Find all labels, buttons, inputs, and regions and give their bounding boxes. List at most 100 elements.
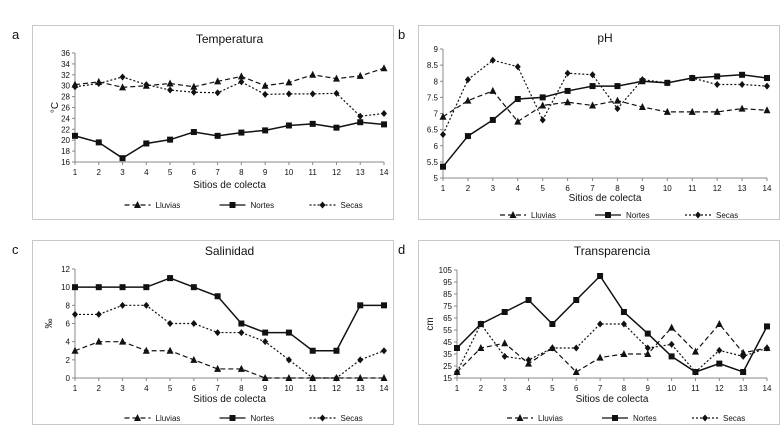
x-tick-label: 3 bbox=[120, 384, 125, 393]
data-point bbox=[356, 374, 364, 381]
data-point bbox=[644, 344, 651, 352]
data-point bbox=[261, 374, 269, 381]
data-point bbox=[190, 320, 197, 327]
data-point bbox=[477, 344, 485, 351]
series-lluvias bbox=[453, 320, 771, 375]
y-tick-label: 18 bbox=[61, 147, 70, 156]
data-point bbox=[262, 90, 269, 98]
data-point bbox=[214, 77, 222, 85]
data-point bbox=[614, 83, 621, 90]
data-point bbox=[95, 139, 102, 146]
y-tick-label: 30 bbox=[61, 82, 70, 91]
y-axis-label: °C bbox=[50, 102, 61, 113]
series-line bbox=[75, 304, 385, 379]
data-point bbox=[190, 284, 197, 291]
y-tick-label: 6.5 bbox=[427, 126, 439, 135]
data-point bbox=[740, 369, 747, 375]
x-tick-label: 12 bbox=[713, 184, 722, 193]
y-tick-label: 6 bbox=[66, 320, 71, 329]
y-tick-label: 85 bbox=[443, 290, 452, 299]
panel-ph: b pH 5 5.5 6 6.5 7 7.5 8 8.5 9 1 2 3 4 5 6 7 8 9 10 11 12 13 14… bbox=[398, 25, 780, 220]
data-point bbox=[309, 347, 316, 354]
x-tick-label: 3 bbox=[491, 184, 496, 193]
data-point bbox=[214, 329, 221, 337]
legend-marker bbox=[229, 415, 236, 421]
panel-temperatura: a Temperatura 16 18 20 22 24 26 28 30 32 34 36 1 2 3 4 5… bbox=[12, 25, 394, 220]
data-point bbox=[668, 340, 675, 348]
data-point bbox=[143, 81, 150, 89]
series-nortes bbox=[72, 119, 387, 162]
series-line bbox=[74, 76, 385, 117]
legend-label: Nortes bbox=[626, 211, 650, 220]
data-point bbox=[549, 344, 556, 352]
x-tick-label: 1 bbox=[73, 168, 78, 177]
data-point bbox=[489, 86, 497, 94]
data-point bbox=[464, 96, 472, 104]
x-tick-label: 11 bbox=[688, 184, 697, 193]
y-tick-label: 8 bbox=[66, 301, 71, 310]
data-point bbox=[454, 368, 460, 376]
data-point bbox=[381, 121, 387, 128]
panel-salinidad: c Salinidad 0 2 4 6 8 10 12 1 2 3 4 5 6 7 8 9 10 11 12 13 14 S… bbox=[12, 240, 394, 425]
x-tick-label: 1 bbox=[455, 384, 460, 393]
data-point bbox=[714, 80, 721, 88]
x-tick-label: 9 bbox=[263, 168, 268, 177]
data-point bbox=[739, 80, 746, 88]
data-point bbox=[514, 63, 521, 71]
y-tick-label: 95 bbox=[443, 278, 452, 287]
x-tick-label: 1 bbox=[441, 184, 446, 193]
y-tick-label: 7.5 bbox=[427, 93, 439, 102]
y-tick-label: 35 bbox=[443, 350, 452, 359]
legend: Lluvias Nortes Secas bbox=[500, 211, 738, 220]
data-point bbox=[489, 116, 496, 123]
legend-marker bbox=[134, 201, 141, 208]
legend-marker bbox=[605, 212, 611, 218]
y-tick-label: 22 bbox=[61, 125, 70, 134]
data-point bbox=[764, 82, 770, 90]
x-tick-label: 5 bbox=[168, 168, 173, 177]
x-tick-label: 7 bbox=[590, 184, 595, 193]
data-point bbox=[764, 344, 770, 352]
y-tick-label: 36 bbox=[61, 49, 70, 58]
data-point bbox=[357, 112, 364, 120]
x-tick-label: 14 bbox=[763, 184, 772, 193]
legend: Lluvias Nortes Secas bbox=[124, 201, 363, 210]
x-tick-label: 6 bbox=[192, 168, 197, 177]
chart-title: Temperatura bbox=[196, 32, 264, 46]
data-point bbox=[589, 71, 596, 79]
data-point bbox=[714, 73, 721, 80]
data-point bbox=[668, 323, 676, 331]
x-tick-label: 13 bbox=[356, 168, 365, 177]
legend-label: Secas bbox=[341, 201, 363, 210]
y-tick-label: 5.5 bbox=[427, 158, 439, 167]
data-point bbox=[589, 83, 596, 90]
y-tick-label: 15 bbox=[443, 374, 452, 383]
series-lluvias bbox=[71, 64, 388, 91]
data-point bbox=[439, 112, 447, 120]
x-tick-label: 5 bbox=[540, 184, 545, 193]
data-point bbox=[238, 320, 245, 327]
data-point bbox=[620, 350, 628, 357]
data-point bbox=[514, 117, 522, 125]
data-point bbox=[454, 345, 460, 351]
legend-marker bbox=[319, 201, 326, 209]
data-point bbox=[285, 90, 292, 98]
data-point bbox=[95, 310, 102, 318]
x-tick-label: 12 bbox=[715, 384, 724, 393]
data-point bbox=[237, 72, 245, 80]
legend-label: Lluvias bbox=[531, 211, 556, 220]
data-point bbox=[333, 347, 340, 354]
panel-letter-d: d bbox=[398, 242, 406, 257]
data-point bbox=[214, 293, 221, 300]
x-tick-label: 3 bbox=[120, 168, 125, 177]
x-tick-label: 3 bbox=[502, 384, 507, 393]
data-point bbox=[309, 120, 316, 127]
data-point bbox=[238, 129, 245, 136]
x-tick-label: 7 bbox=[215, 384, 220, 393]
y-tick-label: 10 bbox=[61, 283, 70, 292]
data-point bbox=[564, 87, 571, 94]
data-point bbox=[713, 107, 721, 115]
